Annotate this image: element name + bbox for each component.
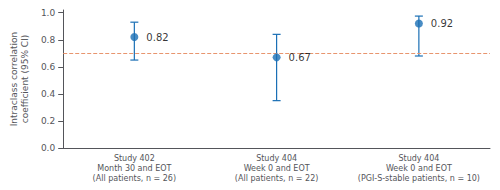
svg-text:Intraclass correlation: Intraclass correlation xyxy=(9,32,19,127)
svg-text:Month 30 and EOT: Month 30 and EOT xyxy=(97,164,171,173)
svg-text:(All patients, n = 22): (All patients, n = 22) xyxy=(235,174,318,183)
svg-text:Study 404: Study 404 xyxy=(256,154,297,163)
svg-text:0.2: 0.2 xyxy=(41,116,55,126)
svg-text:1.0: 1.0 xyxy=(41,8,56,18)
svg-text:0.4: 0.4 xyxy=(41,89,56,99)
svg-text:0.8: 0.8 xyxy=(41,35,56,45)
svg-text:Study 404: Study 404 xyxy=(398,154,439,163)
svg-text:0.6: 0.6 xyxy=(41,62,56,72)
svg-text:Week 0 and EOT: Week 0 and EOT xyxy=(386,164,452,173)
svg-text:0.92: 0.92 xyxy=(431,18,453,29)
svg-text:(All patients, n = 26): (All patients, n = 26) xyxy=(93,174,176,183)
svg-text:(PGI-S-stable patients, n = 10: (PGI-S-stable patients, n = 10) xyxy=(358,174,480,183)
svg-text:0.67: 0.67 xyxy=(289,52,311,63)
svg-text:Study 402: Study 402 xyxy=(114,154,155,163)
svg-text:0.0: 0.0 xyxy=(41,143,56,153)
svg-text:coefficient (95% CI): coefficient (95% CI) xyxy=(20,35,30,124)
svg-text:0.82: 0.82 xyxy=(146,32,168,43)
svg-text:Week 0 and EOT: Week 0 and EOT xyxy=(244,164,310,173)
